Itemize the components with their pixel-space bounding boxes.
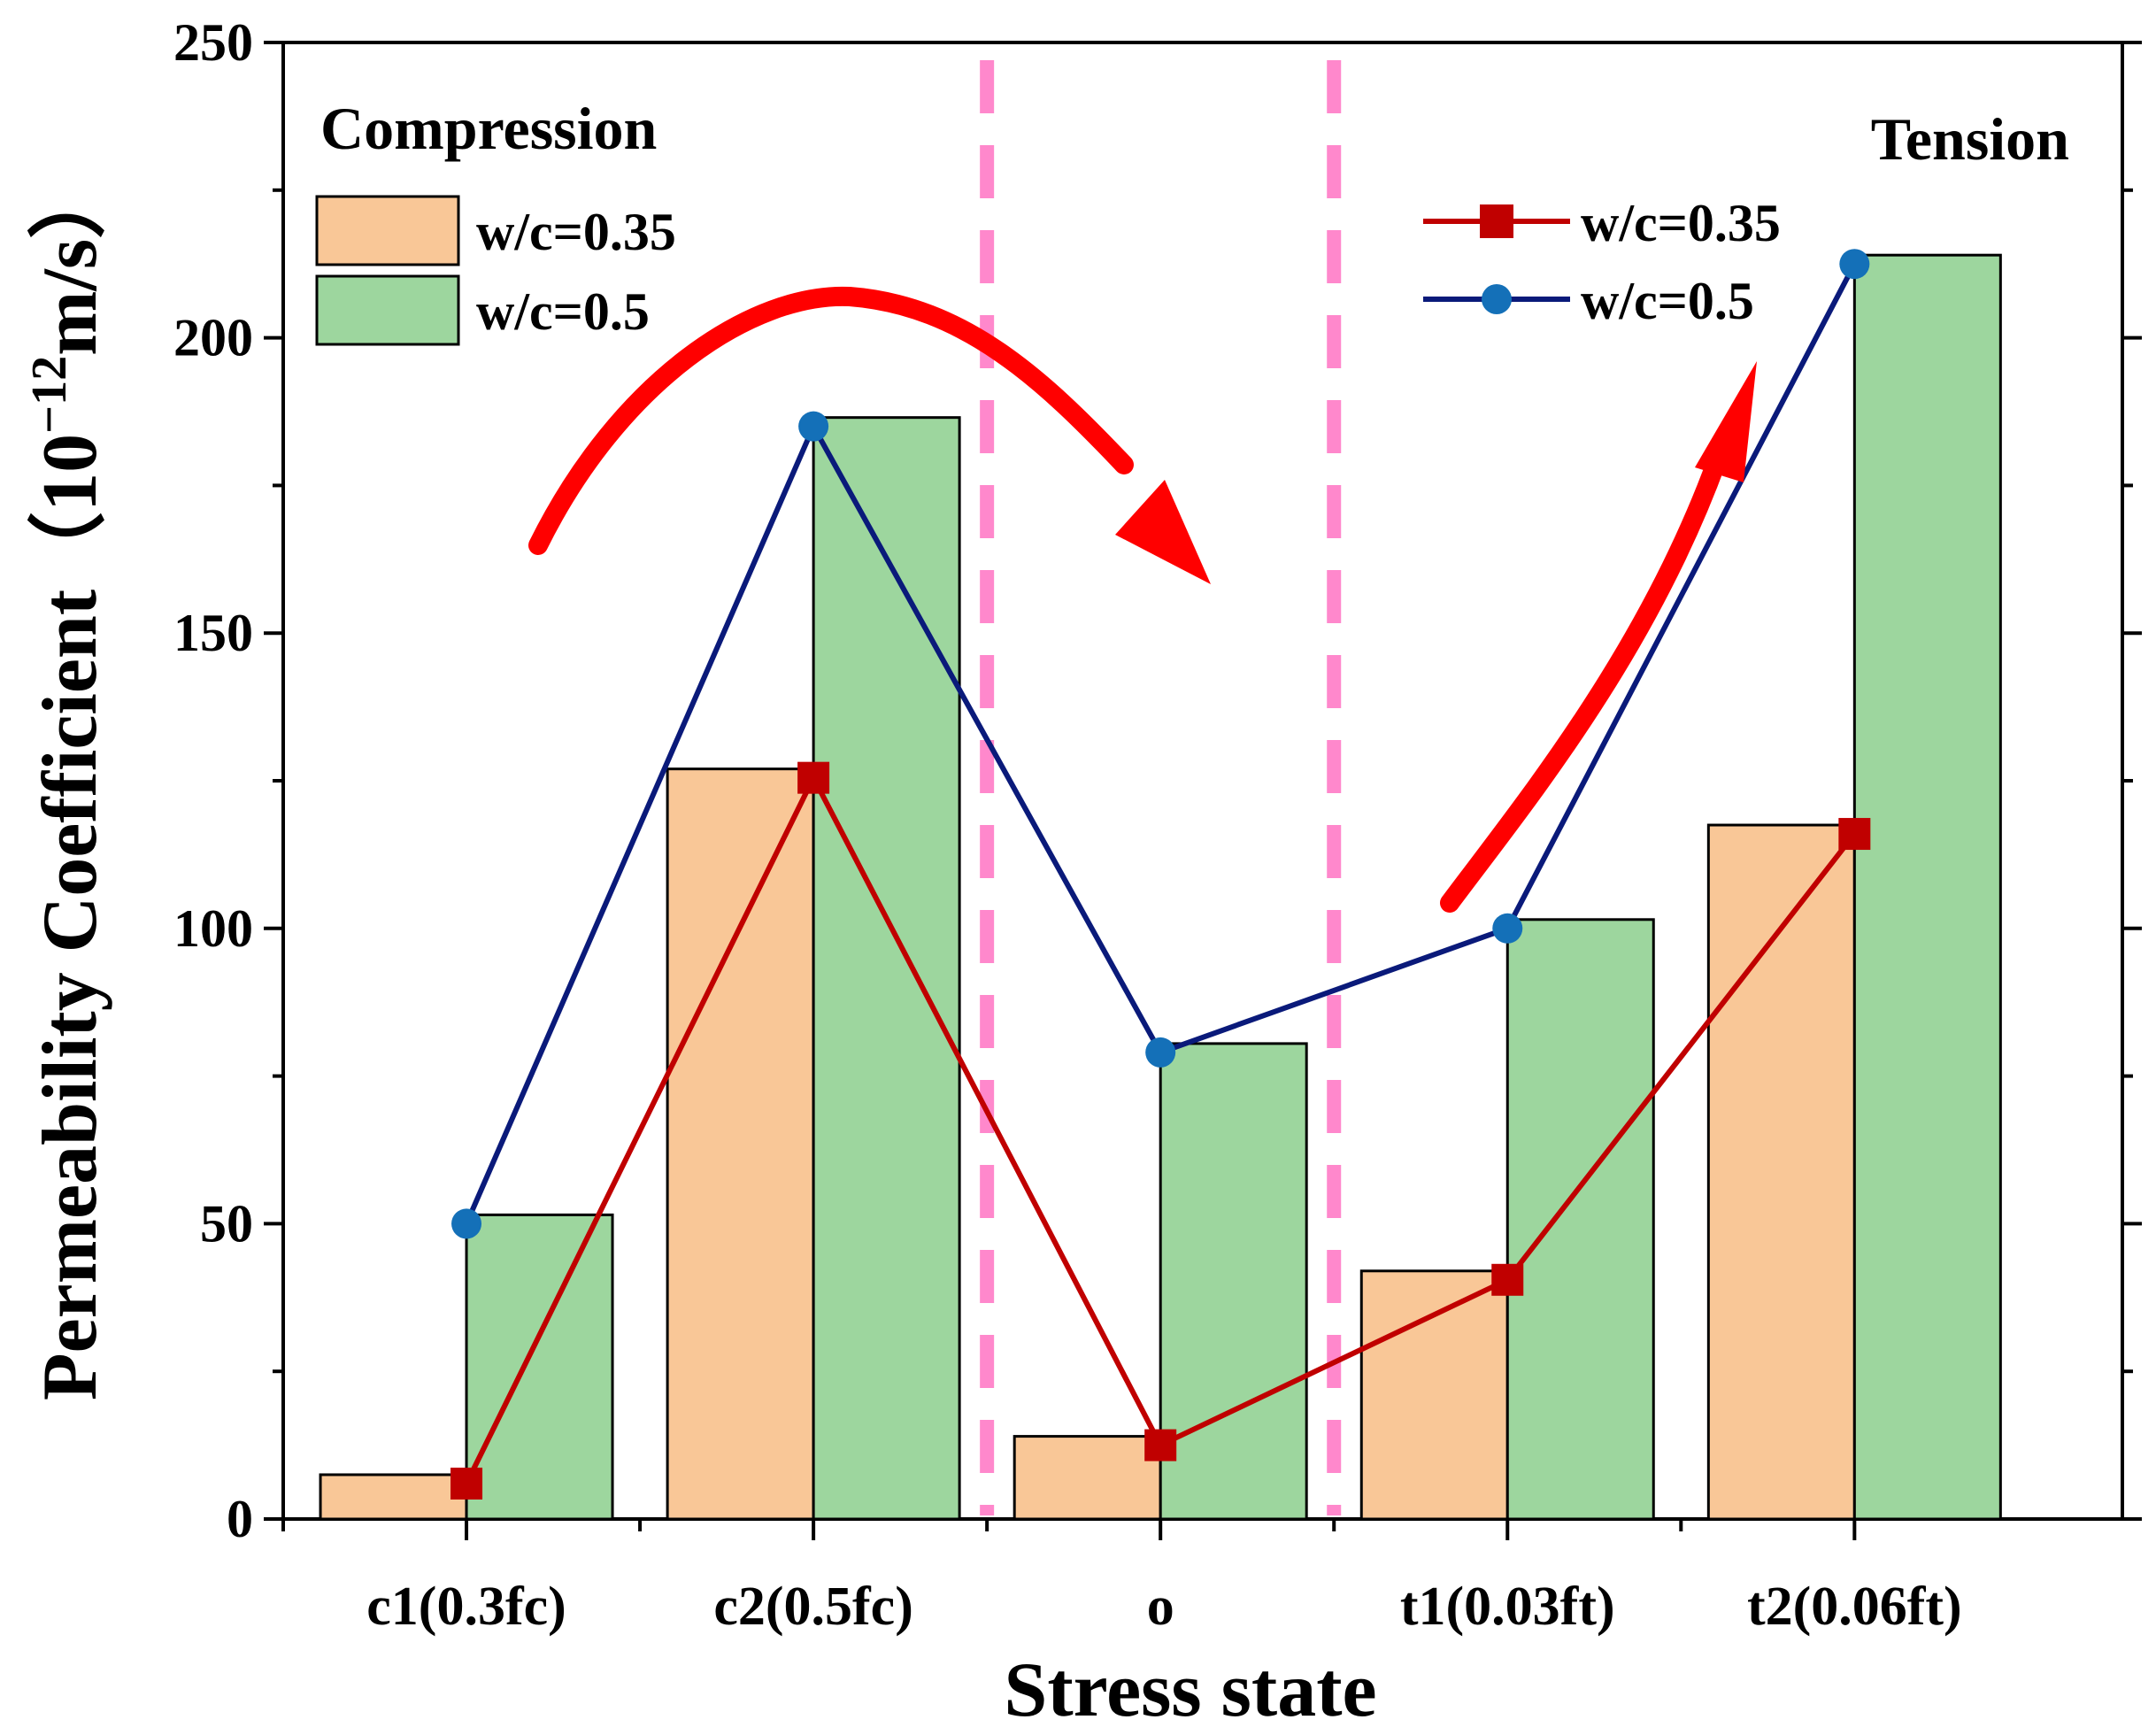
compression-label: Compression	[320, 95, 657, 162]
x-tick-label: c1(0.3fc)	[366, 1577, 566, 1637]
x-tick-label: c2(0.5fc)	[713, 1577, 912, 1637]
y-tick-label: 0	[227, 1490, 253, 1548]
curved-arrow-head	[1115, 480, 1211, 584]
bar-wc035	[1359, 1269, 1509, 1521]
y-tick-label: 200	[173, 309, 253, 367]
point-marker-wc05	[451, 1208, 482, 1239]
y-tick-label: 150	[173, 604, 253, 662]
tension-label: Tension	[1871, 105, 2069, 173]
legend-label-bar-wc05: w/c=0.5	[476, 282, 650, 341]
x-tick-label: t1(0.03ft)	[1400, 1577, 1615, 1637]
legend-swatch-bar-wc035	[315, 195, 460, 266]
legend-marker-square	[1480, 204, 1513, 238]
y-axis-title-prefix: Permeability Coefficient（10	[27, 434, 113, 1400]
y-tick-label: 100	[173, 899, 253, 958]
legend-swatch-bar-wc05	[315, 274, 460, 346]
legend-label-line-wc035: w/c=0.35	[1581, 194, 1781, 252]
curved-arrow-shaft	[528, 286, 1134, 555]
bar-wc035	[1706, 823, 1856, 1521]
legend-label-bar-wc035: w/c=0.35	[476, 203, 676, 261]
bar-legend: w/c=0.35 w/c=0.5	[315, 195, 676, 346]
point-marker-wc035	[797, 761, 830, 794]
bar-wc05	[812, 416, 961, 1521]
point-marker-wc035	[1144, 1429, 1177, 1461]
line-legend: w/c=0.35 w/c=0.5	[1423, 194, 1781, 330]
point-marker-wc035	[1491, 1263, 1524, 1296]
x-tick-label: t2(0.06ft)	[1747, 1577, 1962, 1637]
bar-wc05	[1505, 918, 1655, 1521]
bar-wc035	[1013, 1435, 1162, 1521]
point-marker-wc035	[1838, 818, 1871, 851]
legend-label-line-wc05: w/c=0.5	[1581, 272, 1754, 330]
y-tick-label: 50	[200, 1194, 253, 1253]
point-marker-wc05	[1145, 1037, 1176, 1068]
x-axis-title: Stress state	[1004, 1647, 1376, 1733]
rising-arrow-shaft	[1440, 451, 1727, 913]
bar-wc05	[465, 1213, 614, 1521]
y-axis-title-exponent: −12	[22, 356, 77, 434]
bar-wc05	[1852, 253, 2002, 1521]
axis-ticks	[264, 41, 2142, 1540]
y-axis-title-suffix: m/s）	[27, 161, 113, 356]
point-marker-wc05	[798, 411, 829, 442]
point-marker-wc035	[450, 1467, 483, 1500]
point-marker-wc05	[1839, 249, 1870, 280]
legend-marker-circle	[1482, 284, 1512, 314]
x-tick-labels: c1(0.3fc) c2(0.5fc) o t1(0.03ft) t2(0.06…	[366, 1577, 1961, 1637]
rising-arrow-head	[1695, 361, 1757, 482]
point-marker-wc05	[1492, 913, 1523, 944]
y-axis-title: Permeability Coefficient（10−12m/s）	[22, 161, 113, 1400]
bars	[319, 253, 2002, 1521]
x-tick-label: o	[1147, 1577, 1174, 1637]
y-tick-labels: 0 50 100 150 200 250	[173, 13, 253, 1548]
region-dividers	[980, 60, 1342, 1515]
bar-wc035	[319, 1473, 468, 1521]
y-tick-label: 250	[173, 13, 253, 72]
bar-wc035	[666, 767, 815, 1521]
bar-wc05	[1159, 1042, 1308, 1521]
annotation-arrows	[528, 286, 1757, 913]
series-markers	[450, 249, 1871, 1500]
